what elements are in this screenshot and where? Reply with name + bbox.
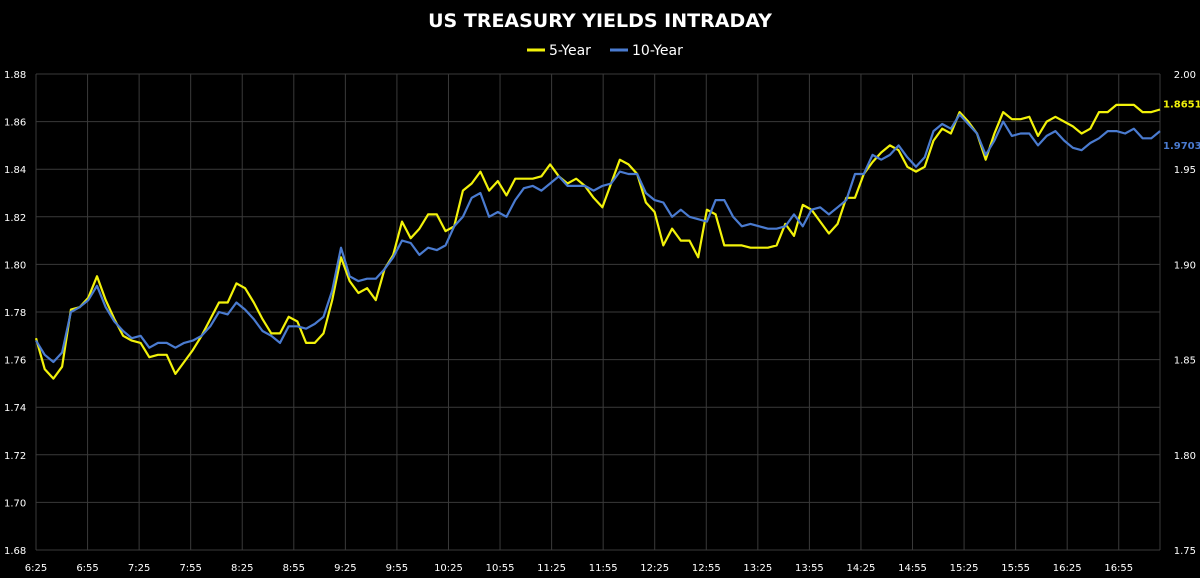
end-label-5-year: 1.8651: [1163, 99, 1200, 110]
x-axis: 6:25 6:55 7:25 7:55 8:25 8:55 9:25 9:55 10:25 10:…: [25, 563, 1133, 574]
x-tick-label: 11:55: [589, 563, 618, 574]
y-left-tick-label: 1.74: [4, 403, 26, 414]
y-left-tick-label: 1.68: [4, 546, 26, 557]
y-right-tick-label: 1.80: [1174, 451, 1196, 462]
x-tick-label: 16:25: [1053, 563, 1082, 574]
x-tick-label: 10:25: [434, 563, 463, 574]
x-tick-label: 6:25: [25, 563, 47, 574]
x-tick-label: 8:55: [283, 563, 305, 574]
x-tick-label: 9:55: [386, 563, 408, 574]
y-left-tick-label: 1.84: [4, 165, 26, 176]
end-label-10-year: 1.9703: [1163, 141, 1200, 152]
x-tick-label: 10:55: [486, 563, 515, 574]
y-left-tick-label: 1.86: [4, 118, 26, 129]
y-left-tick-label: 1.82: [4, 213, 26, 224]
x-tick-label: 15:55: [1001, 563, 1030, 574]
x-tick-label: 8:25: [231, 563, 253, 574]
y-axis-left: 1.88 1.86 1.84 1.82 1.80 1.78 1.76 1.74 1.72 1.70…: [4, 70, 26, 557]
y-axis-right: 2.00 1.95 1.90 1.85 1.80 1.75: [1174, 70, 1196, 557]
chart-title: US TREASURY YIELDS INTRADAY: [428, 10, 772, 32]
y-right-tick-label: 1.95: [1174, 165, 1196, 176]
legend-label-10-year: 10-Year: [632, 43, 683, 59]
x-tick-label: 12:25: [640, 563, 669, 574]
x-tick-label: 6:55: [76, 563, 98, 574]
x-tick-label: 14:25: [847, 563, 876, 574]
x-tick-label: 16:55: [1104, 563, 1133, 574]
x-tick-label: 7:55: [179, 563, 201, 574]
x-tick-label: 7:25: [128, 563, 150, 574]
y-left-tick-label: 1.78: [4, 308, 26, 319]
y-left-tick-label: 1.88: [4, 70, 26, 81]
y-left-tick-label: 1.80: [4, 260, 26, 271]
series-line-10-year: [35, 113, 1161, 364]
x-tick-label: 9:25: [334, 563, 356, 574]
end-value-labels: 1.8651 1.9703: [1163, 99, 1200, 152]
legend: 5-Year 10-Year: [527, 43, 683, 59]
x-tick-label: 13:25: [743, 563, 772, 574]
y-right-tick-label: 1.75: [1174, 546, 1196, 557]
x-tick-label: 13:55: [795, 563, 824, 574]
y-right-tick-label: 2.00: [1174, 70, 1196, 81]
x-tick-label: 12:55: [692, 563, 721, 574]
y-left-tick-label: 1.76: [4, 356, 26, 367]
y-right-tick-label: 1.85: [1174, 356, 1196, 367]
x-tick-label: 11:25: [537, 563, 566, 574]
y-right-tick-label: 1.90: [1174, 260, 1196, 271]
y-left-tick-label: 1.72: [4, 451, 26, 462]
y-left-tick-label: 1.70: [4, 498, 26, 509]
grid-lines: [35, 73, 1161, 551]
series-lines: [34, 103, 1161, 380]
legend-label-5-year: 5-Year: [549, 43, 591, 59]
x-tick-label: 15:25: [950, 563, 979, 574]
x-tick-label: 14:55: [898, 563, 927, 574]
